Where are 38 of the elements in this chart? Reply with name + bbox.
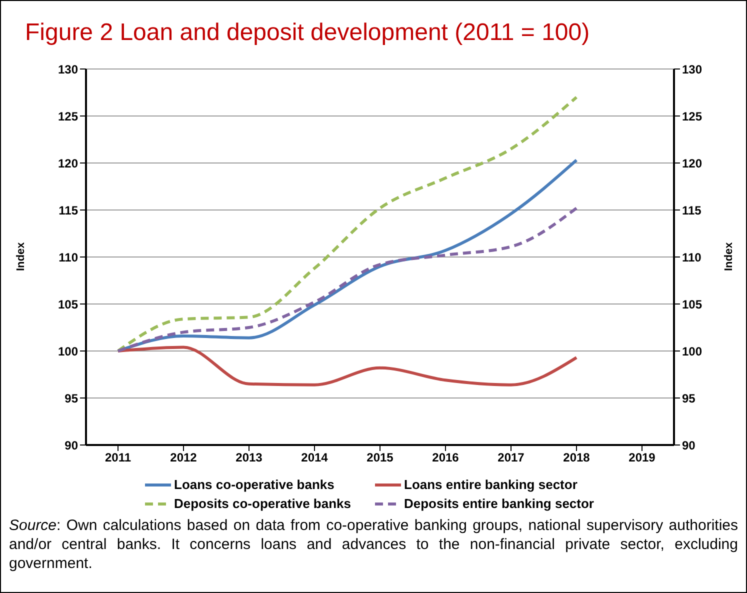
- x-tick-label: 2017: [498, 450, 525, 465]
- y-tick-label: 120: [58, 156, 78, 170]
- x-tick-label: 2018: [563, 450, 590, 465]
- line-series: [116, 206, 578, 352]
- y2-tick-label: 90: [682, 438, 696, 452]
- y-tick-label: 130: [58, 62, 78, 76]
- y-tick-label: 100: [58, 344, 78, 358]
- y2-tick-label: 95: [682, 391, 696, 406]
- x-tick-label: 2013: [236, 450, 263, 465]
- y-axis-title: Index: [15, 242, 27, 271]
- legend-label: Loans entire banking sector: [404, 477, 578, 492]
- y2-tick-label: 115: [682, 203, 702, 218]
- y2-tick-label: 120: [682, 156, 702, 170]
- legend-label: Loans co-operative banks: [174, 477, 334, 492]
- y-tick-label: 125: [58, 109, 78, 124]
- x-tick-label: 2014: [301, 450, 328, 465]
- y-tick-label: 105: [58, 297, 78, 312]
- chart-title: Figure 2 Loan and deposit development (2011 = 100): [25, 19, 590, 47]
- y2-tick-label: 105: [682, 297, 702, 312]
- y2-axis-title: Index: [723, 242, 735, 271]
- x-tick-label: 2012: [170, 450, 198, 465]
- y-tick-label: 95: [64, 391, 78, 406]
- x-tick-label: 2016: [432, 450, 460, 465]
- x-tick-label: 2019: [628, 450, 656, 465]
- y-tick-label: 90: [64, 438, 78, 452]
- line-series: [116, 96, 578, 352]
- y2-tick-label: 110: [682, 250, 702, 264]
- y-tick-label: 110: [58, 250, 78, 264]
- legend-label: Deposits entire banking sector: [404, 496, 594, 511]
- y-tick-label: 115: [58, 203, 78, 218]
- y2-tick-label: 125: [682, 109, 702, 124]
- x-tick-label: 2011: [104, 450, 132, 465]
- y2-tick-label: 100: [682, 344, 702, 358]
- y2-tick-label: 130: [682, 62, 702, 76]
- x-tick-label: 2015: [366, 450, 394, 465]
- line-series: [116, 346, 578, 386]
- legend-label: Deposits co-operative banks: [174, 496, 351, 511]
- source-note: Source: Own calculations based on data from co-operative banking groups, national supervisory authorities and/or central banks. It concerns loans and advances to the non-financial private sector, excluding government.: [9, 517, 738, 572]
